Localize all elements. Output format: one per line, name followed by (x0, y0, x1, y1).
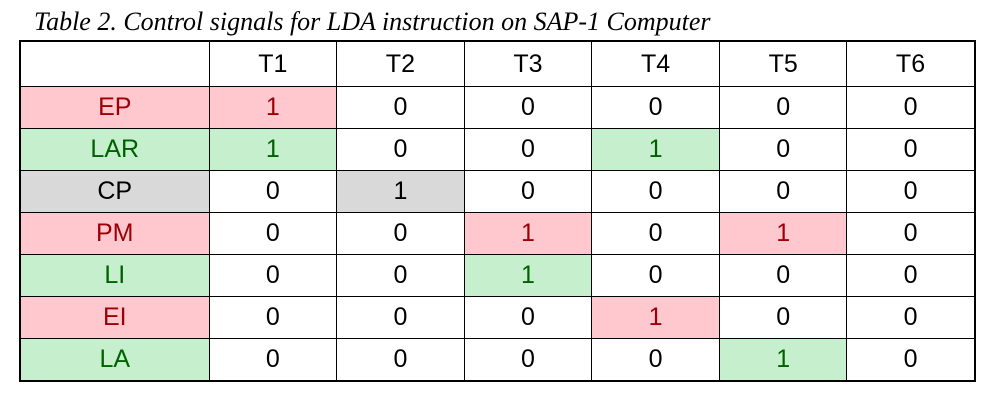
table-row: EI 0 0 0 1 0 0 (19, 296, 976, 339)
signal-value-cell: 0 (718, 254, 848, 297)
header-row: T1 T2 T3 T4 T5 T6 (19, 40, 976, 87)
signal-value-cell: 0 (336, 128, 465, 171)
signal-value-cell: 0 (846, 86, 976, 129)
signal-name-cell: LAR (19, 128, 210, 171)
signal-name-cell: LI (19, 254, 210, 297)
signal-value-cell: 0 (846, 254, 976, 297)
signal-name-cell: EI (19, 296, 210, 339)
signal-value-cell: 1 (591, 296, 720, 339)
signal-name-cell: PM (19, 212, 210, 255)
header-t5: T5 (718, 40, 848, 87)
signal-value-cell: 0 (208, 212, 338, 255)
signal-value-cell: 1 (463, 212, 593, 255)
signal-value-cell: 0 (208, 254, 338, 297)
signal-name-cell: CP (19, 170, 210, 213)
signal-value-cell: 1 (463, 254, 593, 297)
signal-value-cell: 0 (208, 170, 338, 213)
signal-value-cell: 1 (336, 170, 465, 213)
signal-value-cell: 0 (591, 170, 720, 213)
table-row: LI 0 0 1 0 0 0 (19, 254, 976, 297)
signal-value-cell: 0 (591, 254, 720, 297)
signal-value-cell: 1 (208, 128, 338, 171)
signal-value-cell: 0 (336, 338, 465, 382)
header-t4: T4 (591, 40, 720, 87)
signal-value-cell: 0 (336, 86, 465, 129)
signal-value-cell: 1 (208, 86, 338, 129)
signal-value-cell: 0 (846, 338, 976, 382)
signal-value-cell: 0 (336, 254, 465, 297)
signal-value-cell: 0 (463, 86, 593, 129)
signal-value-cell: 0 (591, 212, 720, 255)
table-row: CP 0 1 0 0 0 0 (19, 170, 976, 213)
signal-value-cell: 0 (208, 338, 338, 382)
control-signals-table: T1 T2 T3 T4 T5 T6 EP 1 0 0 0 0 0 LAR 1 0 0 1 0 0 CP 0 1 0… (19, 40, 976, 382)
signal-value-cell: 0 (591, 338, 720, 382)
signal-value-cell: 1 (591, 128, 720, 171)
header-t3: T3 (463, 40, 593, 87)
signal-value-cell: 0 (463, 170, 593, 213)
header-t6: T6 (846, 40, 976, 87)
signal-value-cell: 0 (846, 296, 976, 339)
header-t2: T2 (336, 40, 465, 87)
signal-value-cell: 1 (718, 338, 848, 382)
signal-value-cell: 0 (718, 296, 848, 339)
signal-value-cell: 0 (718, 170, 848, 213)
signal-value-cell: 0 (336, 212, 465, 255)
signal-value-cell: 1 (718, 212, 848, 255)
signal-value-cell: 0 (591, 86, 720, 129)
header-t1: T1 (208, 40, 338, 87)
signal-value-cell: 0 (846, 212, 976, 255)
signal-value-cell: 0 (846, 128, 976, 171)
signal-name-cell: EP (19, 86, 210, 129)
signal-value-cell: 0 (846, 170, 976, 213)
table-row: LAR 1 0 0 1 0 0 (19, 128, 976, 171)
signal-name-cell: LA (19, 338, 210, 382)
table-row: EP 1 0 0 0 0 0 (19, 86, 976, 129)
signal-value-cell: 0 (463, 296, 593, 339)
signal-value-cell: 0 (718, 86, 848, 129)
table-caption: Table 2. Control signals for LDA instruc… (34, 7, 711, 36)
table-body: EP 1 0 0 0 0 0 LAR 1 0 0 1 0 0 CP 0 1 0 0 0 0 PM 0 0 1 0 1 0 LI 0 0 1 0 0… (19, 86, 976, 382)
signal-value-cell: 0 (463, 338, 593, 382)
table-row: PM 0 0 1 0 1 0 (19, 212, 976, 255)
signal-value-cell: 0 (463, 128, 593, 171)
table-row: LA 0 0 0 0 1 0 (19, 338, 976, 382)
signal-value-cell: 0 (208, 296, 338, 339)
signal-value-cell: 0 (718, 128, 848, 171)
header-corner (19, 40, 210, 87)
signal-value-cell: 0 (336, 296, 465, 339)
